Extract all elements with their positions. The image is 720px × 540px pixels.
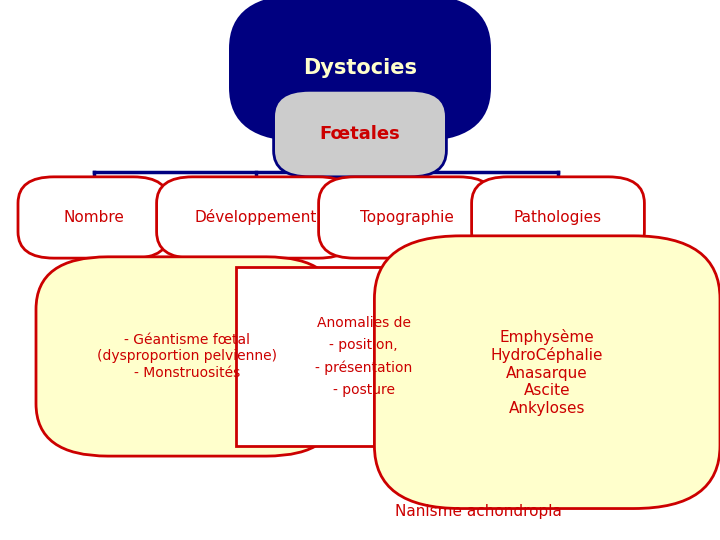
Text: - Géantisme fœtal
(dysproportion pelvienne)
- Monstruosités: - Géantisme fœtal (dysproportion pelvien… — [97, 333, 277, 380]
Text: - position,: - position, — [329, 338, 398, 352]
Text: Fœtales: Fœtales — [320, 125, 400, 143]
FancyBboxPatch shape — [274, 90, 446, 177]
FancyBboxPatch shape — [36, 257, 338, 456]
FancyBboxPatch shape — [318, 177, 495, 258]
FancyBboxPatch shape — [156, 177, 355, 258]
FancyBboxPatch shape — [472, 177, 644, 258]
Text: Nombre: Nombre — [63, 210, 124, 225]
FancyBboxPatch shape — [18, 177, 169, 258]
Text: - posture: - posture — [333, 383, 395, 397]
FancyBboxPatch shape — [230, 0, 490, 140]
Text: Anomalies de: Anomalies de — [317, 316, 410, 330]
Text: Dystocies: Dystocies — [303, 58, 417, 78]
Text: Pathologies: Pathologies — [514, 210, 602, 225]
Text: Topographie: Topographie — [360, 210, 454, 225]
Text: - présentation: - présentation — [315, 360, 413, 375]
Text: Développement: Développement — [194, 210, 317, 226]
Text: Emphysème
HydroCéphalie
Anasarque
Ascite
Ankyloses: Emphysème HydroCéphalie Anasarque Ascite… — [491, 329, 603, 416]
FancyBboxPatch shape — [374, 236, 720, 509]
Text: Nanisme achondropla: Nanisme achondropla — [395, 504, 562, 518]
FancyBboxPatch shape — [236, 267, 491, 446]
